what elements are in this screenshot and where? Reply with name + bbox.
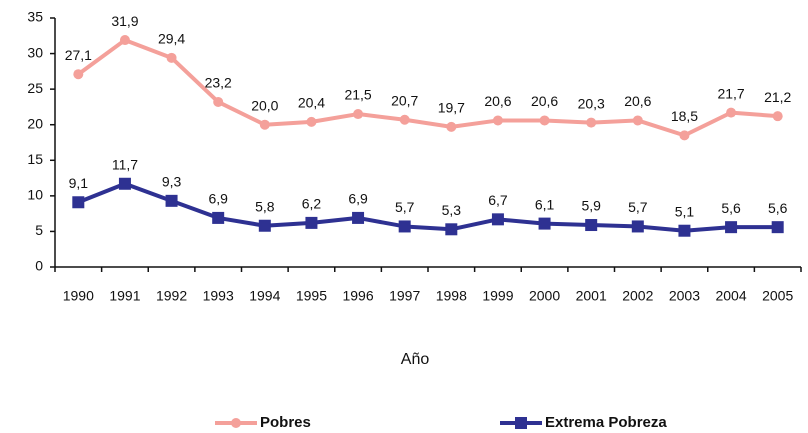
data-point [492,115,503,126]
data-label: 27,1 [65,47,92,63]
x-tick-label: 2001 [576,288,607,304]
data-label: 9,3 [162,174,182,190]
data-point [306,116,317,127]
x-tick-label: 1994 [249,288,280,304]
x-tick-label: 1997 [389,288,420,304]
x-tick-label: 1992 [156,288,187,304]
data-point [212,211,225,224]
data-label: 23,2 [205,75,232,91]
data-point [73,69,84,80]
data-point [446,121,457,132]
data-label: 5,1 [675,203,695,219]
data-point [631,220,644,233]
data-label: 5,7 [628,199,648,215]
data-point [398,220,411,233]
data-point [445,223,458,236]
data-point [353,109,364,120]
data-label: 6,9 [348,191,368,207]
x-tick-label: 2005 [762,288,793,304]
data-point [72,196,85,209]
data-point [678,224,691,237]
data-label: 6,9 [208,191,228,207]
data-label: 20,4 [298,95,325,111]
data-label: 31,9 [111,13,138,29]
data-point [166,52,177,63]
y-tick-label: 15 [27,151,43,167]
data-label: 5,6 [721,200,741,216]
x-tick-label: 1999 [482,288,513,304]
data-point [632,115,643,126]
y-tick-label: 20 [27,115,43,131]
data-point [258,219,271,232]
data-point [679,130,690,141]
data-label: 20,6 [484,93,511,109]
y-tick-label: 0 [35,258,43,274]
data-label: 6,1 [535,196,555,212]
x-tick-label: 1996 [342,288,373,304]
x-tick-label: 1993 [203,288,234,304]
data-point [118,177,131,190]
data-label: 5,8 [255,198,275,214]
y-tick-label: 35 [27,9,43,25]
data-point [119,35,130,46]
data-label: 11,7 [112,156,138,172]
data-label: 20,6 [531,93,558,109]
x-tick-label: 2004 [715,288,746,304]
legend-marker [231,418,241,428]
x-tick-label: 1995 [296,288,327,304]
data-label: 5,3 [442,202,462,218]
data-point [213,96,224,107]
data-label: 29,4 [158,31,185,47]
data-label: 21,7 [717,85,744,101]
data-point [726,107,737,118]
legend-label: Pobres [260,414,311,431]
data-label: 5,7 [395,199,415,215]
data-label: 5,9 [581,198,601,214]
data-label: 6,2 [302,196,322,212]
data-point [259,119,270,130]
data-label: 6,7 [488,192,508,208]
data-label: 9,1 [69,175,89,191]
data-label: 20,0 [251,97,278,113]
data-label: 21,5 [344,87,371,103]
y-tick-label: 5 [35,222,43,238]
data-label: 21,2 [764,89,791,105]
data-label: 20,6 [624,93,651,109]
series-line [77,38,778,138]
data-point [771,221,784,234]
y-tick-label: 30 [27,44,43,60]
x-tick-label: 1990 [63,288,94,304]
x-tick-label: 2003 [669,288,700,304]
series-line [77,181,778,233]
x-tick-label: 2000 [529,288,560,304]
data-label: 20,3 [578,95,605,111]
data-point [165,194,178,207]
legend-label: Extrema Pobreza [545,414,667,431]
data-point [399,114,410,125]
data-label: 18,5 [671,108,698,124]
data-point [305,216,318,229]
legend-marker [515,417,527,429]
x-axis-label: Año [401,351,430,368]
data-label: 20,7 [391,92,418,108]
data-point [725,221,738,234]
data-point [352,211,365,224]
data-point [539,115,550,126]
y-tick-label: 10 [27,187,43,203]
data-label: 5,6 [768,200,788,216]
x-tick-label: 1991 [109,288,140,304]
x-tick-label: 1998 [436,288,467,304]
data-point [491,213,504,226]
data-point [585,219,598,232]
data-point [772,111,783,122]
data-point [538,217,551,230]
x-tick-label: 2002 [622,288,653,304]
data-label: 19,7 [438,100,465,116]
y-tick-label: 25 [27,80,43,96]
data-point [586,117,597,128]
